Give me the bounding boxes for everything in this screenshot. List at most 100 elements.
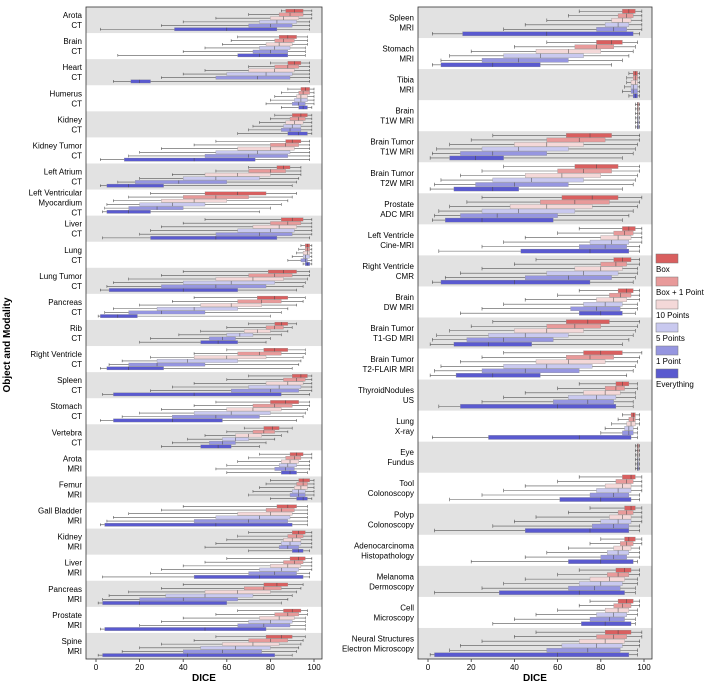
box-box-1-point (215, 169, 302, 173)
row-label: Electron Microscopy (342, 644, 414, 653)
box-everything (161, 444, 260, 449)
box-body (270, 16, 299, 20)
panel-frame (85, 6, 323, 660)
box-box (546, 40, 638, 45)
box-body (139, 597, 238, 602)
box-body (130, 79, 151, 84)
box-box (535, 257, 640, 262)
row-label: Lung (64, 246, 82, 255)
box-everything (97, 601, 282, 605)
row-label: Brain (63, 37, 82, 46)
box-1-point (503, 27, 643, 32)
row-label: CT (71, 308, 82, 317)
box-body (278, 12, 304, 17)
box-1-point (248, 128, 313, 132)
row-label: Prostate (384, 200, 414, 209)
x-tick-label: 100 (637, 663, 651, 672)
box-box-1-point (514, 634, 643, 639)
box-body (183, 176, 260, 181)
x-axis: 0 20 40 60 80 100 DICE (94, 659, 321, 684)
box-everything (237, 131, 313, 136)
box-1-point (108, 362, 300, 367)
box-body (509, 204, 593, 209)
box-box (503, 350, 643, 355)
box-body (292, 549, 304, 553)
box-body (298, 90, 310, 95)
row-label: Kidney Tumor (33, 141, 83, 150)
box-1-point (139, 232, 313, 236)
box-body (274, 64, 299, 69)
box-5-points (635, 457, 640, 462)
panel-1: ArotaCTBrainCTHeartCTHumerusCTKidneyCTKi… (29, 6, 323, 684)
row-label: CT (71, 412, 82, 421)
box-body (475, 182, 569, 187)
box-1-point (481, 306, 638, 311)
box-box (182, 269, 310, 274)
box-5-points (172, 385, 313, 389)
box-1-point (434, 182, 634, 187)
box-everything (628, 93, 640, 99)
box-box-1-point (514, 44, 636, 50)
box-everything (429, 373, 628, 378)
row-label: Tibia (397, 76, 415, 85)
box-body (604, 386, 625, 391)
box-body (581, 621, 632, 626)
row-label: Spine (62, 637, 83, 646)
row-label: ThyroidNodules (358, 386, 414, 395)
box-box (635, 443, 640, 449)
x-tick-label: 40 (179, 663, 188, 672)
box-body (574, 44, 614, 50)
box-body (106, 183, 164, 188)
row-label: Tool (399, 479, 414, 488)
box-body (600, 519, 632, 524)
row-label: MRI (67, 464, 82, 473)
box-1-point (265, 102, 315, 106)
box-5-points (440, 364, 636, 369)
row-label: MRI (67, 569, 82, 578)
box-body (611, 18, 632, 23)
box-box (226, 348, 306, 352)
box-body (135, 180, 227, 184)
row-label: Rib (70, 324, 83, 333)
box-box (578, 226, 643, 231)
box-body (481, 58, 569, 63)
box-body (630, 84, 638, 90)
box-5-points (449, 53, 630, 59)
box-5-points (604, 426, 638, 431)
box-10-points (161, 146, 310, 151)
box-1-point (481, 492, 640, 498)
box-box-1-point (557, 479, 643, 484)
box-box-1-point (557, 230, 643, 236)
box-5-points (535, 612, 638, 617)
box-box (150, 191, 297, 196)
box-1-point (434, 368, 634, 374)
x-tick-label: 40 (510, 663, 519, 672)
row-label: Brain Tumor (370, 355, 414, 364)
box-5-points (503, 302, 638, 307)
box-body (583, 390, 621, 396)
row-label: CMR (396, 272, 414, 281)
box-box-1-point (226, 377, 313, 382)
box-everything (429, 155, 623, 161)
box-body (557, 168, 612, 174)
box-body (617, 510, 634, 515)
box-1-point (139, 623, 306, 628)
box-body (596, 297, 627, 302)
box-body (200, 340, 238, 344)
row-label: Vertebra (52, 428, 83, 437)
row-band (86, 476, 322, 503)
box-box (578, 381, 638, 387)
box-body (252, 403, 293, 408)
box-box-1-point (481, 168, 640, 174)
box-box-1-point (298, 247, 313, 252)
box-box-1-point (270, 117, 313, 121)
row-label: Brain Tumor (370, 324, 414, 333)
